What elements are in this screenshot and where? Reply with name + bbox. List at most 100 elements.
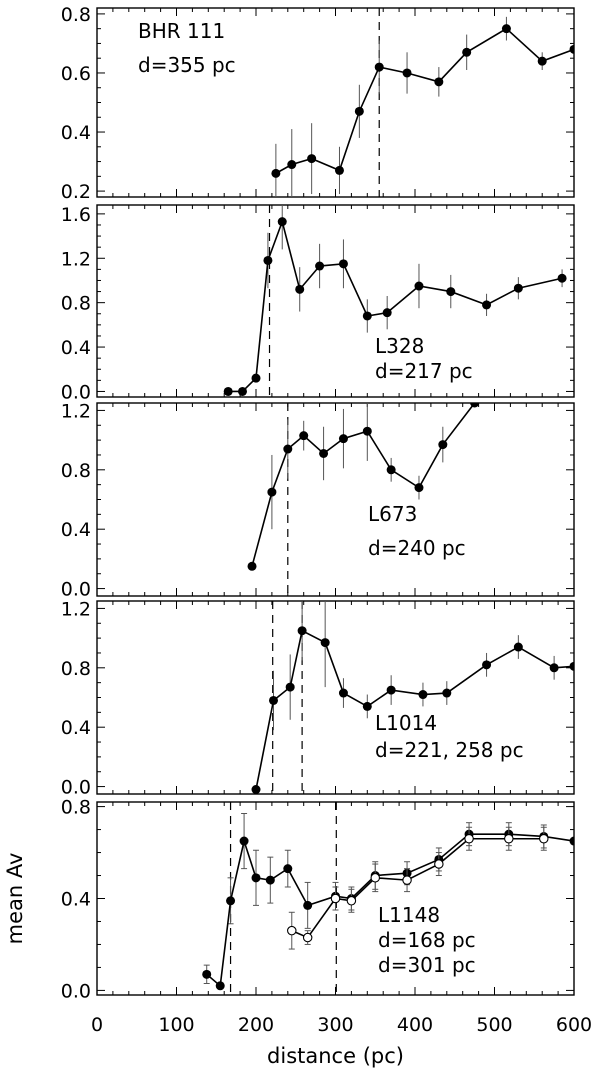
data-point xyxy=(226,896,236,906)
panel-annotation: L1014 xyxy=(375,711,437,735)
data-point xyxy=(239,836,249,846)
data-point xyxy=(386,465,396,475)
data-point xyxy=(202,969,212,979)
data-point xyxy=(438,440,448,450)
y-tick-label: 1.2 xyxy=(61,400,91,422)
data-point xyxy=(338,434,348,444)
panel-annotation: d=221, 258 pc xyxy=(375,738,524,762)
data-point-open xyxy=(346,896,357,906)
panel-annotation: d=355 pc xyxy=(138,53,236,77)
x-tick-label: 0 xyxy=(91,1014,103,1036)
x-tick-label: 400 xyxy=(397,1014,433,1036)
x-tick-label: 600 xyxy=(556,1014,592,1036)
y-tick-label: 0.8 xyxy=(61,293,91,315)
data-point xyxy=(251,873,261,883)
data-point xyxy=(267,487,277,497)
data-point xyxy=(482,660,492,670)
data-point xyxy=(265,875,275,885)
data-point xyxy=(418,690,428,700)
y-tick-label: 0.4 xyxy=(61,337,91,359)
data-point xyxy=(307,154,317,164)
y-tick-label: 1.6 xyxy=(61,204,91,226)
data-point xyxy=(237,386,247,396)
plot-frame xyxy=(96,204,575,398)
data-point xyxy=(299,431,309,441)
panel-annotation: d=301 pc xyxy=(378,953,476,977)
data-point xyxy=(446,287,456,297)
data-point xyxy=(277,217,287,227)
data-layer xyxy=(247,403,480,571)
panel-bhr-111: 0.2 0.4 0.6 0.8 BHR 111 d=355 pc xyxy=(61,4,575,203)
data-point xyxy=(271,168,281,178)
y-tick-label: 0.8 xyxy=(61,460,91,482)
y-tick-label: 0.6 xyxy=(61,63,91,85)
data-point xyxy=(362,311,372,321)
data-point xyxy=(569,661,574,671)
data-point-open xyxy=(302,932,313,943)
y-tick-label: 0.0 xyxy=(61,980,91,1002)
data-point xyxy=(251,373,261,383)
panel-l1014: 0.0 0.4 0.8 1.2 L1014 d=221, 258 pc xyxy=(61,598,575,799)
series-line xyxy=(255,629,574,790)
x-tick-label: 300 xyxy=(317,1014,353,1036)
data-point xyxy=(462,47,472,57)
y-tick-label: 1.2 xyxy=(61,598,91,620)
data-point xyxy=(268,695,278,705)
panel-annotation: L673 xyxy=(368,502,417,526)
y-tick-label: 1.2 xyxy=(61,248,91,270)
data-point xyxy=(247,561,257,571)
x-axis-label: distance (pc) xyxy=(267,1044,404,1068)
data-point xyxy=(319,448,329,458)
data-point-open xyxy=(330,893,341,904)
data-point xyxy=(320,638,330,648)
data-point xyxy=(549,663,559,673)
panel-annotation: d=168 pc xyxy=(378,928,476,952)
y-tick-label: 0.4 xyxy=(61,122,91,144)
data-point-open xyxy=(434,859,444,869)
plot-frame xyxy=(96,402,575,597)
data-point xyxy=(470,403,480,408)
panel-annotation: d=217 pc xyxy=(375,359,473,383)
data-point xyxy=(513,283,523,293)
y-tick-label: 0.0 xyxy=(61,777,91,799)
panel-annotation: L1148 xyxy=(378,903,440,927)
data-point-open xyxy=(504,834,514,844)
data-point xyxy=(382,308,392,318)
data-point xyxy=(513,642,523,652)
data-point xyxy=(285,682,295,692)
data-layer xyxy=(271,16,574,197)
data-point xyxy=(374,62,384,72)
x-tick-label: 100 xyxy=(158,1014,194,1036)
data-point-open xyxy=(539,834,549,844)
data-point xyxy=(223,386,233,396)
panel-annotation: L328 xyxy=(375,334,424,358)
data-point xyxy=(362,701,372,711)
data-point xyxy=(442,688,452,698)
data-point xyxy=(434,77,444,87)
panel-annotation: BHR 111 xyxy=(138,19,225,43)
data-point xyxy=(386,685,396,695)
panel-annotation: d=240 pc xyxy=(368,536,466,560)
data-point xyxy=(297,626,307,636)
data-layer xyxy=(251,601,574,794)
data-point xyxy=(569,44,574,54)
y-axis-label: mean Av xyxy=(3,853,27,945)
data-point xyxy=(334,165,344,175)
data-point xyxy=(569,836,574,846)
data-point-open xyxy=(464,834,474,844)
y-tick-label: 0.4 xyxy=(61,717,91,739)
data-point xyxy=(338,259,348,269)
data-point xyxy=(402,68,412,78)
data-point xyxy=(501,24,511,34)
y-tick-label: 0.0 xyxy=(61,579,91,601)
data-point xyxy=(295,284,305,294)
panel-l673: 0.0 0.4 0.8 1.2 L673 d=240 pc xyxy=(61,400,575,601)
series-line xyxy=(275,27,574,175)
data-point xyxy=(354,106,364,116)
x-tick-label: 500 xyxy=(476,1014,512,1036)
y-tick-label: 0.0 xyxy=(61,381,91,403)
y-tick-label: 0.2 xyxy=(61,181,91,203)
